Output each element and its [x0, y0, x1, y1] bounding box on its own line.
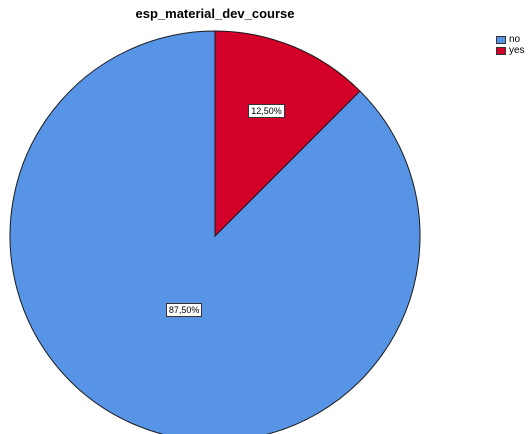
legend-swatch-no — [496, 35, 506, 44]
legend-label-yes: yes — [509, 45, 525, 56]
chart-title: esp_material_dev_course — [135, 6, 295, 21]
legend-item-no: no — [496, 34, 525, 45]
slice-label-no: 87,50% — [165, 302, 203, 317]
legend-label-no: no — [509, 34, 521, 45]
slice-label-yes: 12,50% — [248, 103, 285, 118]
legend-item-yes: yes — [496, 45, 525, 56]
legend: no yes — [496, 34, 525, 56]
pie-slice-yes — [214, 30, 361, 238]
legend-swatch-yes — [496, 46, 506, 55]
